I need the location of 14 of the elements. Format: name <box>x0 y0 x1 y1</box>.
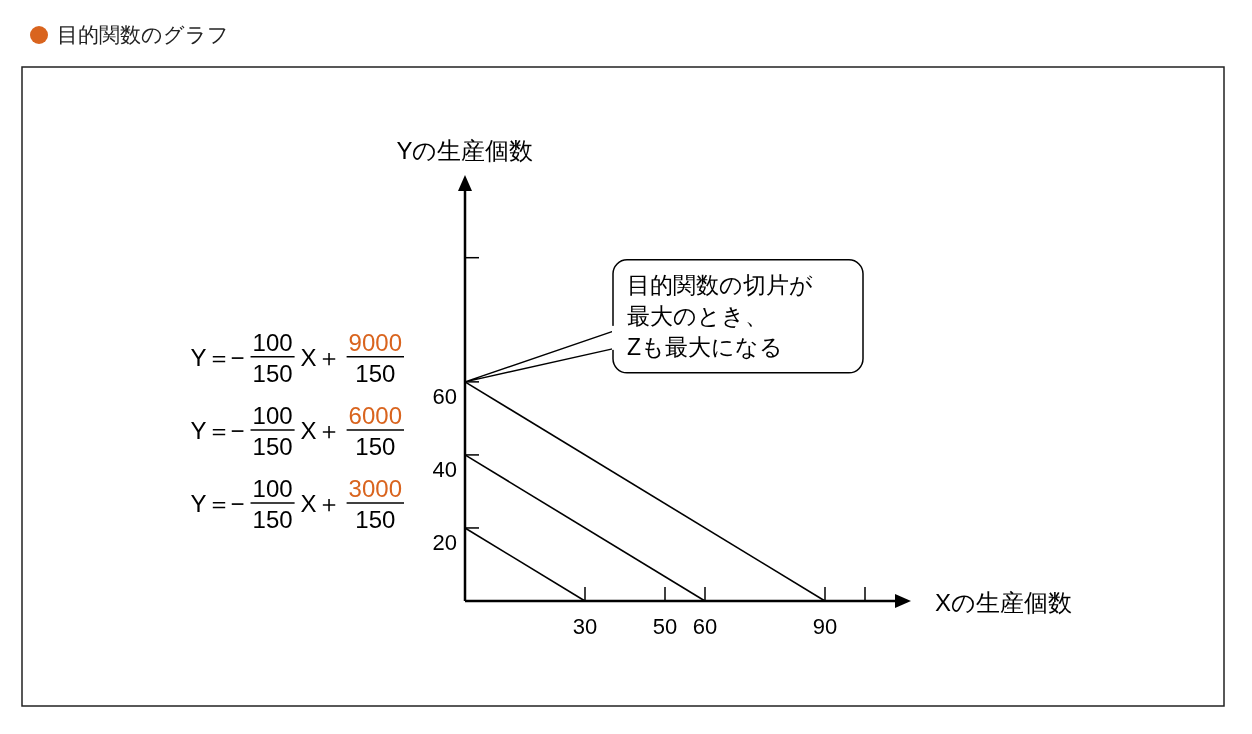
x-tick-label: 60 <box>692 614 718 639</box>
x-tick-label: 50 <box>652 614 678 639</box>
annotation: 最大のとき、 <box>627 302 768 329</box>
x-axis-title: Xの生産個数 <box>935 589 1073 616</box>
title: 目的関数のグラフ <box>30 23 229 46</box>
y-tick-label: 20 <box>432 529 457 555</box>
callout: 目的関数の切片が 最大のとき、 Zも最大になる <box>464 259 864 383</box>
y-tick-label: 40 <box>432 456 457 482</box>
y-axis-title: Yの生産個数 <box>396 137 534 164</box>
annotation: 目的関数の切片が <box>627 271 813 298</box>
y-tick-label: 60 <box>432 383 457 409</box>
x-tick-label: 30 <box>572 614 598 639</box>
x-tick-label: 90 <box>812 614 838 639</box>
annotation: Zも最大になる <box>627 333 784 360</box>
